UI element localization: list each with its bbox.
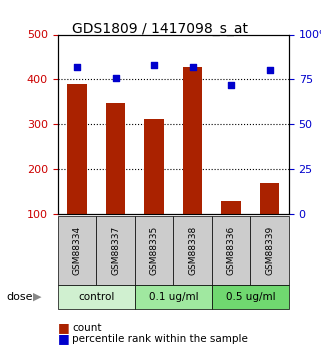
Point [190, 64, 195, 70]
Bar [183, 67, 202, 214]
Text: 0.5 ug/ml: 0.5 ug/ml [226, 292, 275, 302]
Bar [106, 103, 125, 214]
Text: ■: ■ [58, 321, 70, 334]
Text: GSM88339: GSM88339 [265, 226, 274, 275]
Point [152, 62, 157, 68]
Bar [144, 119, 164, 214]
Point [74, 64, 80, 70]
Text: 0.1 ug/ml: 0.1 ug/ml [149, 292, 198, 302]
Text: ▶: ▶ [33, 292, 41, 302]
Bar [221, 201, 241, 214]
Text: GSM88335: GSM88335 [150, 226, 159, 275]
Text: GSM88336: GSM88336 [227, 226, 236, 275]
Text: count: count [72, 323, 102, 333]
Text: ■: ■ [58, 332, 70, 345]
Text: GDS1809 / 1417098_s_at: GDS1809 / 1417098_s_at [73, 22, 248, 37]
Text: dose: dose [6, 292, 33, 302]
Bar [67, 84, 87, 214]
Bar [260, 183, 279, 214]
Point [229, 82, 234, 88]
Text: control: control [78, 292, 115, 302]
Text: GSM88337: GSM88337 [111, 226, 120, 275]
Point [267, 68, 272, 73]
Point [113, 75, 118, 80]
Text: percentile rank within the sample: percentile rank within the sample [72, 334, 248, 344]
Text: GSM88334: GSM88334 [73, 226, 82, 275]
Text: GSM88338: GSM88338 [188, 226, 197, 275]
